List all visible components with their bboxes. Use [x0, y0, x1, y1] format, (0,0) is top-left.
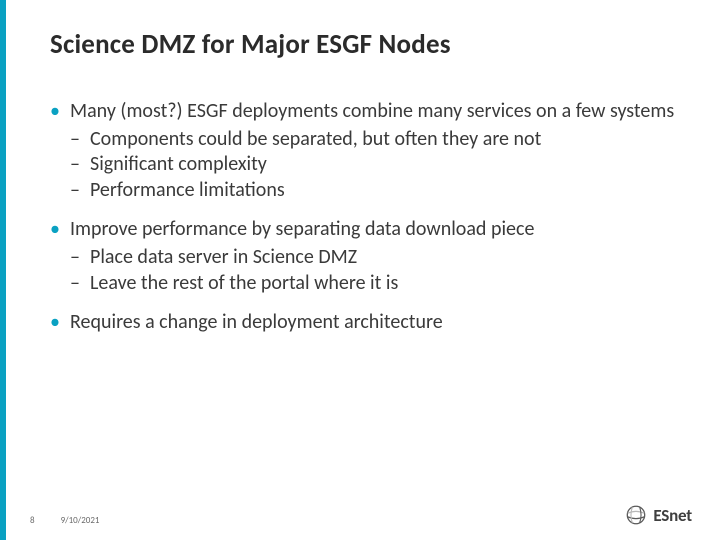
sub-list: Place data server in Science DMZ Leave t… [70, 245, 684, 296]
sub-item: Significant complexity [70, 152, 684, 178]
sub-item: Place data server in Science DMZ [70, 245, 684, 271]
bullet-item: Improve performance by separating data d… [50, 217, 684, 296]
bullet-list: Many (most?) ESGF deployments combine ma… [50, 99, 684, 336]
sub-item: Performance limitations [70, 178, 684, 204]
logo-text: ESnet [653, 505, 692, 526]
sub-item: Leave the rest of the portal where it is [70, 271, 684, 297]
bullet-item: Requires a change in deployment architec… [50, 310, 684, 336]
bullet-text: Many (most?) ESGF deployments combine ma… [70, 99, 674, 123]
footer-date: 9/10/2021 [61, 515, 100, 526]
footer: 8 9/10/2021 [30, 515, 99, 526]
page-number: 8 [30, 515, 35, 526]
sub-item: Components could be separated, but often… [70, 127, 684, 153]
bullet-text: Requires a change in deployment architec… [70, 310, 443, 334]
bullet-item: Many (most?) ESGF deployments combine ma… [50, 99, 684, 203]
globe-icon [625, 504, 647, 526]
logo: ESnet [625, 504, 692, 526]
sub-list: Components could be separated, but often… [70, 127, 684, 204]
slide: Science DMZ for Major ESGF Nodes Many (m… [0, 0, 720, 540]
bullet-text: Improve performance by separating data d… [70, 217, 534, 241]
slide-title: Science DMZ for Major ESGF Nodes [50, 28, 684, 61]
